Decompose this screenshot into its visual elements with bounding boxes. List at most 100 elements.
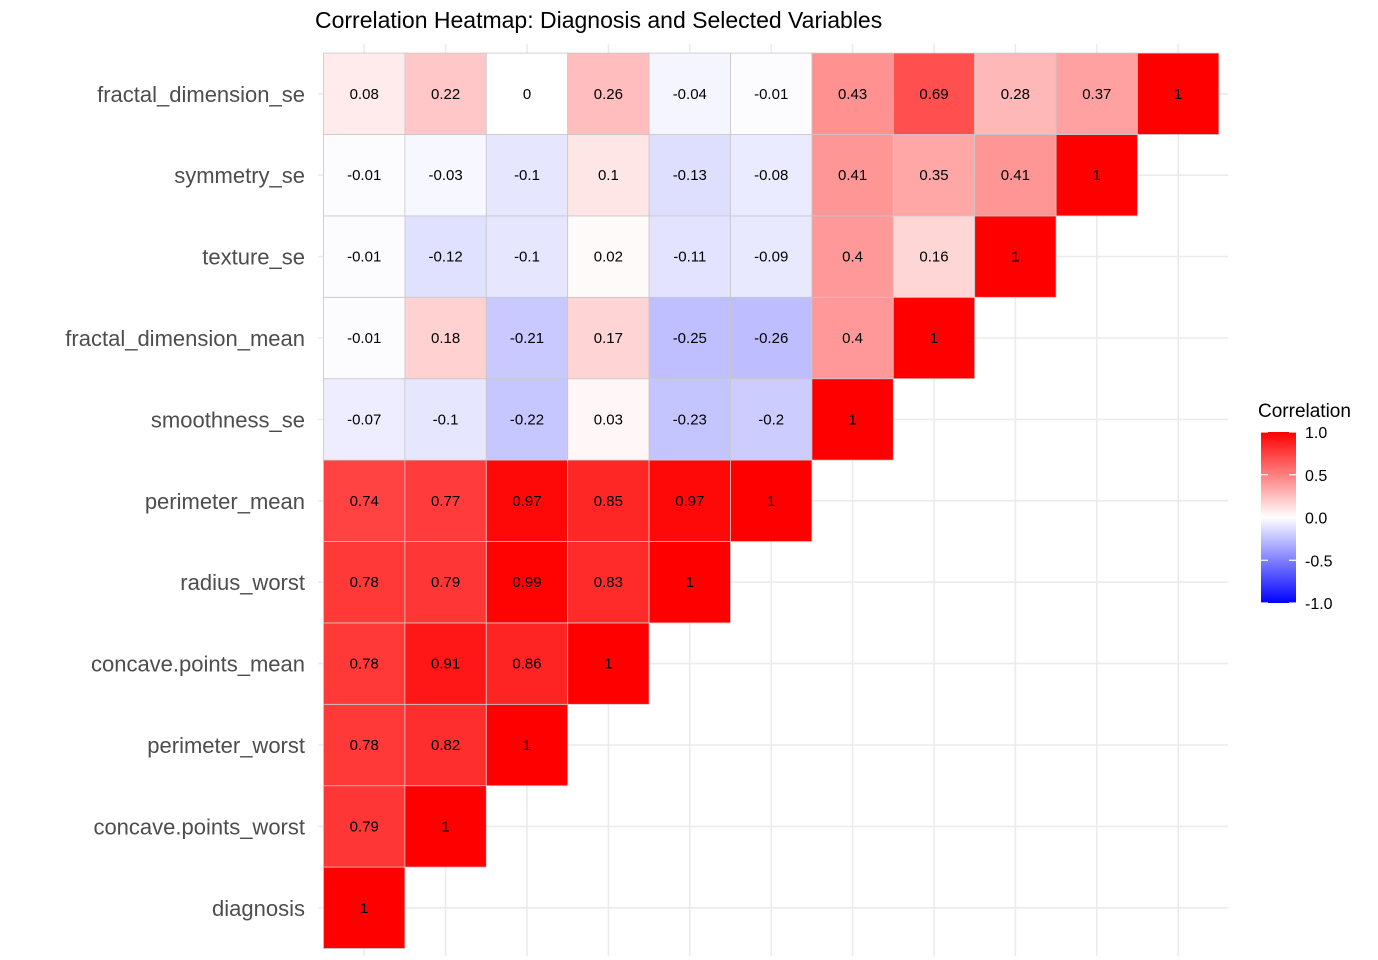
- heatmap-cell: [485, 215, 569, 298]
- cell-value-label: 0.77: [431, 493, 460, 510]
- heatmap-cell: [974, 215, 1057, 298]
- heatmap-cell: [485, 134, 569, 217]
- cell-value-label: 1: [686, 574, 694, 591]
- heatmap-cell: [1137, 52, 1220, 135]
- cell-value-label: -0.1: [514, 249, 540, 266]
- heatmap-cell: [323, 703, 406, 787]
- heatmap-cell: [648, 378, 731, 461]
- cell-value-label: -0.25: [673, 330, 707, 347]
- heatmap-cell: [567, 296, 650, 380]
- heatmap-cell: [567, 459, 650, 542]
- legend-tick-label: 1.0: [1305, 425, 1327, 442]
- cell-value-label: -0.01: [754, 86, 788, 103]
- cell-value-label: 0.74: [350, 493, 379, 510]
- cell-value-label: -0.2: [758, 411, 784, 428]
- cell-value-label: 0.82: [431, 737, 460, 754]
- cell-value-label: -0.1: [433, 411, 459, 428]
- cell-value-label: 0.16: [919, 249, 948, 266]
- heatmap-cell: [485, 378, 569, 461]
- cell-value-label: 0.69: [919, 86, 948, 103]
- y-tick-label: symmetry_se: [174, 163, 305, 188]
- heatmap-cell: [485, 459, 569, 542]
- cell-value-label: 0.78: [350, 656, 379, 673]
- y-tick-label: diagnosis: [212, 896, 305, 921]
- heatmap-cells: 1 0.79 1 0.78 0.82 1 0.78 0.91 0.86 1 0.78 0.79 0.99…: [323, 52, 1220, 949]
- cell-value-label: -0.11: [673, 249, 706, 266]
- heatmap-cell: [1055, 134, 1138, 217]
- cell-value-label: 0.37: [1082, 86, 1111, 103]
- cell-value-label: -0.21: [510, 330, 544, 347]
- cell-value-label: 1: [441, 818, 449, 835]
- heatmap-cell: [323, 459, 406, 542]
- heatmap-cell: [567, 215, 650, 298]
- cell-value-label: 1: [604, 656, 612, 673]
- cell-value-label: 0.86: [512, 656, 541, 673]
- legend-ticks: 1.0 0.5 0.0 -0.5 -1.0: [1261, 425, 1333, 613]
- legend-tick-label: 0.0: [1305, 511, 1327, 528]
- cell-value-label: 0.83: [594, 574, 623, 591]
- heatmap-cell: [485, 52, 569, 135]
- y-tick-label: perimeter_worst: [147, 733, 305, 758]
- heatmap-cell: [323, 134, 406, 217]
- legend-tick-label: 0.5: [1305, 468, 1327, 485]
- cell-value-label: -0.13: [673, 167, 707, 184]
- heatmap-cell: [323, 622, 406, 705]
- cell-value-label: 0.78: [350, 737, 379, 754]
- y-tick-label: texture_se: [202, 245, 305, 270]
- heatmap-cell: [404, 622, 487, 705]
- cell-value-label: -0.22: [510, 411, 544, 428]
- cell-value-label: 1: [930, 330, 938, 347]
- heatmap-cell: [323, 541, 406, 624]
- heatmap-cell: [730, 52, 813, 135]
- cell-value-label: 0.97: [512, 493, 541, 510]
- cell-value-label: 0.79: [350, 818, 379, 835]
- cell-value-label: 0.4: [842, 249, 863, 266]
- cell-value-label: 0.91: [431, 656, 460, 673]
- heatmap-cell: [404, 459, 487, 542]
- y-axis-labels: diagnosis concave.points_worst perimeter_w…: [65, 82, 305, 921]
- cell-value-label: 0.4: [842, 330, 863, 347]
- heatmap-cell: [648, 296, 731, 380]
- cell-value-label: 0.35: [919, 167, 948, 184]
- heatmap-cell: [404, 52, 487, 135]
- cell-value-label: 1: [848, 411, 856, 428]
- heatmap-cell: [648, 215, 731, 298]
- heatmap-cell: [323, 215, 406, 298]
- cell-value-label: 0.79: [431, 574, 460, 591]
- heatmap-cell: [974, 134, 1057, 217]
- cell-value-label: 1: [767, 493, 775, 510]
- y-tick-label: concave.points_mean: [91, 652, 305, 677]
- y-tick-label: fractal_dimension_se: [97, 82, 305, 107]
- cell-value-label: 0.02: [594, 249, 623, 266]
- cell-value-label: 0.08: [350, 86, 379, 103]
- cell-value-label: 1: [360, 900, 368, 917]
- heatmap-cell: [485, 703, 569, 787]
- heatmap-cell: [1055, 52, 1138, 135]
- cell-value-label: -0.23: [673, 411, 707, 428]
- heatmap-cell: [892, 296, 976, 380]
- y-tick-label: radius_worst: [180, 570, 305, 595]
- heatmap-cell: [404, 296, 487, 380]
- cell-value-label: -0.03: [428, 167, 462, 184]
- heatmap-cell: [730, 378, 813, 461]
- heatmap-cell: [730, 134, 813, 217]
- cell-value-label: 0.78: [350, 574, 379, 591]
- heatmap-cell: [404, 541, 487, 624]
- color-legend: Correlation 1.0 0.5 0.0 -0.5 -1.0: [1258, 401, 1351, 613]
- chart-title: Correlation Heatmap: Diagnosis and Selec…: [315, 7, 882, 33]
- cell-value-label: -0.12: [428, 249, 462, 266]
- heatmap-cell: [567, 541, 650, 624]
- cell-value-label: -0.08: [754, 167, 788, 184]
- cell-value-label: 0.03: [594, 411, 623, 428]
- cell-value-label: 0: [523, 86, 531, 103]
- heatmap-cell: [648, 541, 731, 624]
- heatmap-cell: [323, 296, 406, 380]
- heatmap-cell: [730, 459, 813, 542]
- cell-value-label: -0.01: [347, 249, 381, 266]
- cell-value-label: -0.01: [347, 330, 381, 347]
- cell-value-label: -0.09: [754, 249, 788, 266]
- heatmap-cell: [404, 134, 487, 217]
- cell-value-label: -0.07: [347, 411, 381, 428]
- heatmap-cell: [811, 378, 894, 461]
- heatmap-cell: [404, 215, 487, 298]
